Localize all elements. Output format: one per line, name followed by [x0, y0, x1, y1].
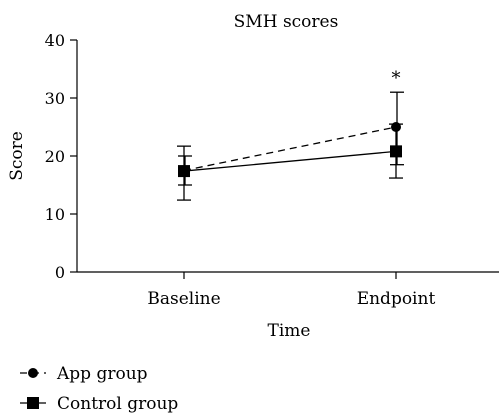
- y-tick-label: 20: [45, 147, 65, 166]
- y-tick-label: 40: [45, 31, 65, 50]
- y-tick-label: 0: [55, 263, 65, 282]
- data-point-square: [178, 165, 190, 178]
- plot-area: 0 10 20 30 40 Baseline Endpoint *: [45, 31, 499, 309]
- y-tick-label: 10: [45, 205, 65, 224]
- legend-marker-square: [27, 397, 39, 409]
- x-tick-label: Endpoint: [357, 289, 436, 309]
- legend-label: Control group: [57, 394, 178, 414]
- series-line: [183, 150, 397, 172]
- x-axis-label: Time: [268, 321, 311, 341]
- chart-title: SMH scores: [234, 12, 339, 32]
- data-point-square: [390, 145, 402, 158]
- legend-item: Control group: [20, 394, 178, 414]
- series-app-group: [178, 91, 404, 186]
- legend-label: App group: [56, 364, 148, 384]
- x-tick-label: Baseline: [147, 289, 220, 309]
- series-control-group: [177, 123, 403, 201]
- legend-item: App group: [20, 364, 148, 384]
- y-axis-label: Score: [7, 131, 27, 181]
- series-layer: [177, 91, 404, 201]
- y-tick-label: 30: [45, 89, 65, 108]
- legend: App group Control group: [20, 364, 178, 414]
- legend-marker-circle: [28, 368, 38, 378]
- annotation-layer: *: [392, 68, 401, 89]
- y-ticks: 0 10 20 30 40: [45, 31, 77, 282]
- series-line: [183, 126, 397, 172]
- significance-marker: *: [392, 68, 401, 89]
- x-ticks: Baseline Endpoint: [147, 272, 435, 309]
